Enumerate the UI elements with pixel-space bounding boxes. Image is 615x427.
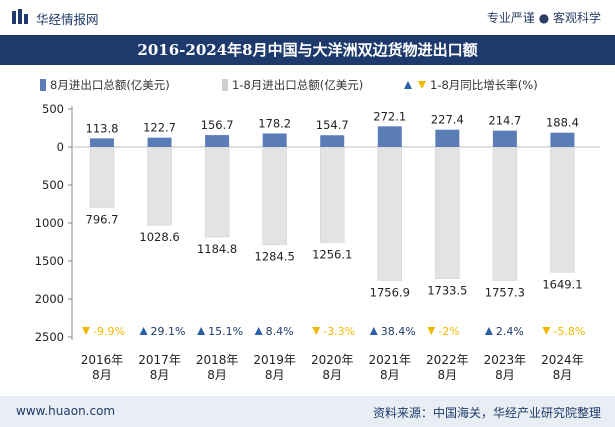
y-tick-label: 0 — [57, 140, 64, 154]
x-tick-label-month: 8月 — [92, 368, 112, 382]
x-tick-label-year: 2024年 — [541, 353, 584, 367]
monthly-bar — [147, 137, 172, 147]
growth-rate-label: -3.3% — [323, 325, 355, 338]
site-url[interactable]: www.huaon.com — [16, 404, 116, 418]
y-tick-label: 1500 — [35, 254, 64, 268]
legend-up-triangle-icon — [404, 81, 412, 89]
title-bar: 2016-2024年8月中国与大洋洲双边货物进出口额 — [0, 35, 615, 65]
growth-down-triangle-icon — [542, 327, 551, 335]
growth-down-triangle-icon — [82, 327, 90, 335]
legend-label-cumulative: 1-8月进出口总额(亿美元) — [232, 78, 363, 92]
cumulative-bar — [377, 146, 403, 281]
y-tick-label: 2500 — [35, 330, 64, 344]
cumulative-bar — [204, 146, 230, 238]
monthly-bar — [262, 133, 287, 147]
cumulative-bar — [319, 146, 345, 243]
x-tick-label-month: 8月 — [553, 368, 573, 382]
brand-tagline: 专业严谨 ● 客观科学 — [486, 11, 601, 25]
monthly-bar — [320, 135, 345, 147]
y-tick-label: 500 — [42, 178, 64, 192]
cumulative-value-label: 1756.9 — [370, 286, 410, 300]
monthly-bar — [90, 138, 114, 147]
legend-label-growth: 1-8月同比增长率(%) — [430, 78, 538, 92]
monthly-bar — [492, 130, 517, 147]
y-tick-label: 1000 — [35, 216, 64, 230]
monthly-value-label: 113.8 — [86, 121, 119, 135]
x-tick-label-year: 2020年 — [311, 353, 354, 367]
legend-swatch-cumulative — [222, 79, 228, 91]
x-tick-label-year: 2023年 — [484, 353, 527, 367]
growth-rate-label: -9.9% — [93, 325, 125, 338]
cumulative-value-label: 1649.1 — [542, 277, 582, 291]
chart-title: 2016-2024年8月中国与大洋洲双边货物进出口额 — [137, 41, 478, 59]
data-source: 资料来源：中国海关，华经产业研究院整理 — [372, 406, 601, 420]
x-tick-label-month: 8月 — [495, 368, 515, 382]
legend-down-triangle-icon — [418, 81, 426, 89]
x-tick-label-month: 8月 — [265, 368, 285, 382]
cumulative-bar — [147, 146, 172, 226]
monthly-value-label: 227.4 — [431, 113, 464, 127]
growth-rate-label: 15.1% — [208, 325, 243, 338]
brand-name: 华经情报网 — [36, 12, 99, 27]
x-tick-label-year: 2022年 — [426, 353, 469, 367]
growth-rate-label: 38.4% — [381, 325, 416, 338]
growth-up-triangle-icon — [139, 327, 148, 335]
legend-swatch-monthly — [40, 79, 46, 91]
growth-down-triangle-icon — [427, 327, 436, 335]
x-tick-label-year: 2021年 — [369, 353, 412, 367]
cumulative-bar — [435, 146, 460, 279]
growth-down-triangle-icon — [312, 327, 321, 335]
monthly-bar — [377, 126, 402, 147]
y-tick-label: 2000 — [35, 292, 64, 306]
monthly-value-label: 272.1 — [373, 109, 406, 123]
growth-up-triangle-icon — [369, 327, 378, 335]
legend-label-monthly: 8月进出口总额(亿美元) — [50, 78, 170, 92]
growth-rate-label: 8.4% — [266, 325, 294, 338]
huajing-logo-icon — [12, 9, 28, 24]
growth-rate-label: 29.1% — [151, 325, 186, 338]
monthly-bar — [435, 129, 460, 147]
x-tick-label-month: 8月 — [207, 368, 227, 382]
x-tick-label-month: 8月 — [322, 368, 342, 382]
x-tick-label-year: 2017年 — [138, 353, 181, 367]
footer-bar: www.huaon.com 资料来源：中国海关，华经产业研究院整理 — [0, 396, 615, 427]
growth-rate-label: -5.8% — [553, 325, 585, 338]
monthly-value-label: 156.7 — [201, 118, 234, 132]
monthly-value-label: 178.2 — [258, 116, 291, 130]
chart-area: 8月进出口总额(亿美元) 1-8月进出口总额(亿美元) 1-8月同比增长率(%) 50… — [35, 78, 600, 382]
cumulative-bar — [492, 146, 518, 281]
cumulative-value-label: 1757.3 — [485, 286, 525, 300]
cumulative-value-label: 1028.6 — [139, 230, 179, 244]
x-tick-label-year: 2019年 — [253, 353, 296, 367]
x-tick-label-year: 2018年 — [196, 353, 239, 367]
cumulative-value-label: 1184.8 — [197, 242, 237, 256]
monthly-value-label: 122.7 — [143, 121, 176, 135]
monthly-value-label: 154.7 — [316, 118, 349, 132]
x-tick-label-year: 2016年 — [81, 353, 124, 367]
monthly-value-label: 188.4 — [546, 116, 579, 130]
cumulative-value-label: 1733.5 — [427, 284, 467, 298]
monthly-bar — [205, 135, 230, 147]
x-tick-label-month: 8月 — [150, 368, 170, 382]
cumulative-value-label: 1256.1 — [312, 247, 352, 261]
monthly-bar — [550, 132, 575, 147]
growth-rate-label: -2% — [438, 325, 459, 338]
cumulative-value-label: 796.7 — [86, 213, 119, 227]
growth-up-triangle-icon — [197, 327, 206, 335]
growth-rate-label: 2.4% — [496, 325, 524, 338]
growth-up-triangle-icon — [254, 327, 263, 335]
y-tick-label: 500 — [42, 102, 64, 116]
cumulative-value-label: 1284.5 — [255, 250, 295, 264]
cumulative-bar — [262, 146, 287, 245]
growth-up-triangle-icon — [484, 327, 493, 335]
x-tick-label-month: 8月 — [380, 368, 400, 382]
monthly-value-label: 214.7 — [488, 114, 521, 128]
x-tick-label-month: 8月 — [438, 368, 458, 382]
cumulative-bar — [89, 146, 115, 208]
header-bar: 华经情报网 专业严谨 ● 客观科学 — [0, 0, 615, 35]
cumulative-bar — [550, 146, 575, 273]
